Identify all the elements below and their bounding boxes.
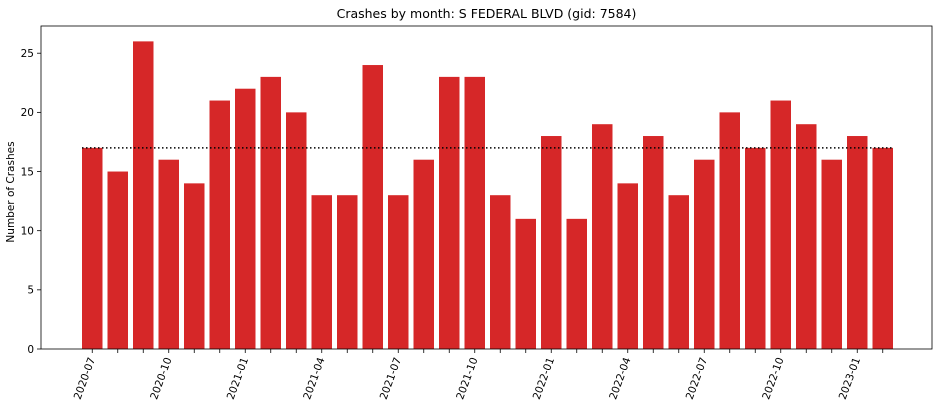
- bar-2023-02: [872, 147, 893, 349]
- bar-2020-12: [209, 100, 230, 349]
- y-tick-label-5: 5: [27, 285, 34, 297]
- bar-2021-08: [413, 159, 434, 349]
- y-axis-label: Number of Crashes: [5, 141, 17, 242]
- y-tick-label-25: 25: [21, 48, 34, 60]
- bar-2022-06: [668, 195, 689, 349]
- bar-2020-08: [107, 171, 128, 349]
- x-tick-label-2022-07: 2022-07: [684, 356, 710, 401]
- bar-2022-02: [566, 218, 587, 349]
- y-tick-label-15: 15: [21, 166, 34, 178]
- bar-2021-07: [388, 195, 409, 349]
- y-tick-label-0: 0: [27, 344, 34, 356]
- y-tick-label-10: 10: [21, 225, 34, 237]
- bar-2022-05: [643, 136, 664, 349]
- bar-2020-07: [82, 147, 103, 349]
- bar-2020-09: [133, 41, 154, 349]
- bar-2021-11: [490, 195, 511, 349]
- bar-2021-03: [286, 112, 307, 350]
- bar-2022-08: [719, 112, 740, 350]
- bar-2022-03: [592, 124, 613, 349]
- bar-2022-07: [694, 159, 715, 349]
- x-tick-label-2021-07: 2021-07: [378, 356, 404, 401]
- bar-2021-04: [311, 195, 332, 349]
- y-tick-label-20: 20: [21, 107, 34, 119]
- bar-2022-10: [770, 100, 791, 349]
- x-tick-label-2022-10: 2022-10: [760, 356, 786, 401]
- bar-2022-09: [745, 147, 766, 349]
- bar-2022-12: [821, 159, 842, 349]
- bar-2021-06: [362, 65, 383, 349]
- bar-2020-11: [184, 183, 205, 349]
- bar-2022-11: [796, 124, 817, 349]
- x-tick-label-2022-04: 2022-04: [607, 356, 633, 402]
- bar-2021-02: [260, 76, 281, 349]
- y-axis: 0 5 10 15 20 25: [21, 48, 41, 356]
- chart-title: Crashes by month: S FEDERAL BLVD (gid: 7…: [337, 6, 637, 21]
- plot-frame: [40, 25, 933, 350]
- x-tick-label-2022-01: 2022-01: [531, 356, 557, 401]
- bar-2021-12: [515, 218, 536, 349]
- bar-2021-05: [337, 195, 358, 349]
- x-tick-label-2020-07: 2020-07: [72, 356, 98, 401]
- bar-2022-04: [617, 183, 638, 349]
- x-axis: 2020-07 2020-10 2021-01 2021-04 2021-07 2021-…: [72, 349, 884, 402]
- x-tick-label-2021-04: 2021-04: [301, 356, 327, 402]
- bar-2023-01: [847, 136, 868, 349]
- x-tick-label-2021-10: 2021-10: [454, 356, 480, 401]
- x-tick-label-2021-01: 2021-01: [225, 356, 251, 401]
- bar-2022-01: [541, 136, 562, 349]
- bar-2021-01: [235, 88, 256, 350]
- bar-2021-10: [464, 76, 485, 349]
- bar-2020-10: [158, 159, 179, 349]
- bar-2021-09: [439, 76, 460, 349]
- x-tick-label-2020-10: 2020-10: [148, 356, 174, 401]
- bars-group: [82, 41, 893, 350]
- x-tick-label-2023-01: 2023-01: [837, 356, 863, 401]
